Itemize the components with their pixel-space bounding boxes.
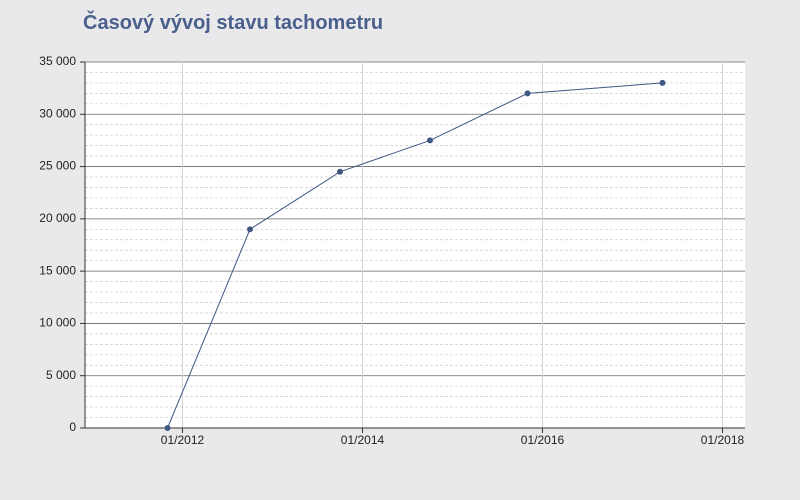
y-tick-label: 5 000	[46, 368, 76, 382]
x-tick-label: 01/2018	[701, 433, 745, 447]
data-point	[427, 137, 433, 144]
series-line	[167, 82, 663, 429]
x-tick-label: 01/2012	[161, 433, 205, 447]
y-tick-label: 0	[69, 420, 76, 434]
chart-title: Časový vývoj stavu tachometru	[83, 10, 383, 34]
y-tick-label: 15 000	[39, 263, 76, 277]
y-tick-label: 20 000	[39, 211, 76, 225]
y-tick-label: 35 000	[39, 54, 76, 68]
y-tick-label: 30 000	[39, 106, 76, 120]
y-tick-label: 25 000	[39, 159, 76, 173]
data-point	[164, 425, 171, 431]
x-tick-label: 01/2014	[341, 433, 385, 447]
x-tick-label: 01/2016	[521, 433, 565, 447]
plot-area	[85, 62, 745, 428]
data-point	[337, 168, 343, 175]
data-point	[524, 90, 531, 97]
data-point	[659, 79, 666, 86]
y-tick-label: 10 000	[39, 316, 76, 330]
data-point	[247, 226, 253, 233]
